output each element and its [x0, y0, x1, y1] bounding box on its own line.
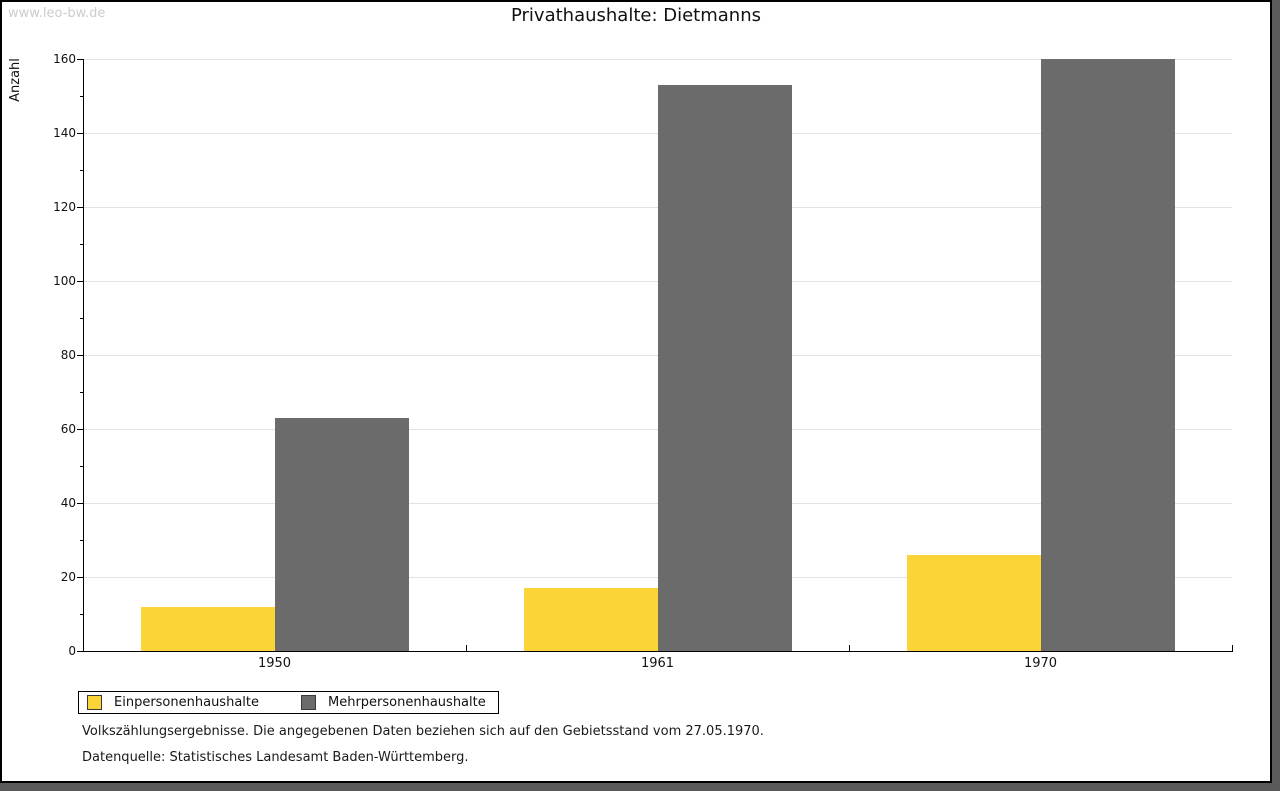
- y-major-tick-20: [77, 577, 83, 578]
- y-major-tick-80: [77, 355, 83, 356]
- legend-label: Mehrpersonenhaushalte: [328, 695, 486, 710]
- y-tick-label-100: 100: [53, 274, 76, 288]
- x-boundary-tick-3: [1232, 645, 1233, 651]
- y-minor-tick-10: [80, 614, 83, 615]
- legend: Einpersonenhaushalte Mehrpersonenhaushal…: [78, 691, 499, 714]
- footnote-data-source: Datenquelle: Statistisches Landesamt Bad…: [82, 750, 469, 765]
- y-minor-tick-130: [80, 170, 83, 171]
- y-tick-label-40: 40: [60, 496, 76, 510]
- y-minor-tick-150: [80, 96, 83, 97]
- chart-title: Privathaushalte: Dietmanns: [510, 5, 761, 26]
- y-tick-label-120: 120: [53, 200, 76, 214]
- bar-Mehrpersonenhaushalte-1950: [274, 417, 409, 651]
- y-major-tick-0: [77, 651, 83, 652]
- y-axis-line: [83, 59, 84, 651]
- x-axis-line: [83, 651, 1233, 652]
- y-minor-tick-30: [80, 540, 83, 541]
- legend-label: Einpersonenhaushalte: [114, 695, 259, 710]
- footnote-source-note: Volkszählungsergebnisse. Die angegebenen…: [82, 724, 764, 739]
- bar-Einpersonenhaushalte-1950: [140, 606, 275, 651]
- bar-Mehrpersonenhaushalte-1970: [1040, 59, 1175, 651]
- x-tick-label-1950: 1950: [257, 656, 292, 671]
- x-tick-label-1961: 1961: [640, 656, 675, 671]
- y-tick-label-80: 80: [60, 348, 76, 362]
- y-major-tick-100: [77, 281, 83, 282]
- y-tick-label-0: 0: [68, 644, 76, 658]
- x-boundary-tick-1: [466, 645, 467, 651]
- y-tick-label-20: 20: [60, 570, 76, 584]
- bar-Einpersonenhaushalte-1961: [523, 588, 658, 651]
- watermark: www.leo-bw.de: [8, 6, 106, 21]
- y-minor-tick-50: [80, 466, 83, 467]
- y-major-tick-60: [77, 429, 83, 430]
- y-major-tick-160: [77, 59, 83, 60]
- bar-Mehrpersonenhaushalte-1961: [657, 84, 792, 651]
- gridline-160: [83, 59, 1232, 60]
- legend-item-einpersonenhaushalte: Einpersonenhaushalte: [87, 695, 259, 710]
- y-tick-label-60: 60: [60, 422, 76, 436]
- y-minor-tick-110: [80, 244, 83, 245]
- y-major-tick-140: [77, 133, 83, 134]
- x-boundary-tick-2: [849, 645, 850, 651]
- y-major-tick-120: [77, 207, 83, 208]
- legend-item-mehrpersonenhaushalte: Mehrpersonenhaushalte: [301, 695, 486, 710]
- y-minor-tick-90: [80, 318, 83, 319]
- y-minor-tick-70: [80, 392, 83, 393]
- bar-Einpersonenhaushalte-1970: [906, 554, 1041, 651]
- y-tick-label-160: 160: [53, 52, 76, 66]
- y-tick-label-140: 140: [53, 126, 76, 140]
- x-tick-label-1970: 1970: [1023, 656, 1058, 671]
- plot-area: 0 20 40 60 80 100 120 140 160 1950 1961 1970: [2, 2, 1270, 781]
- legend-swatch-gray: [301, 695, 316, 710]
- legend-swatch-yellow: [87, 695, 102, 710]
- y-major-tick-40: [77, 503, 83, 504]
